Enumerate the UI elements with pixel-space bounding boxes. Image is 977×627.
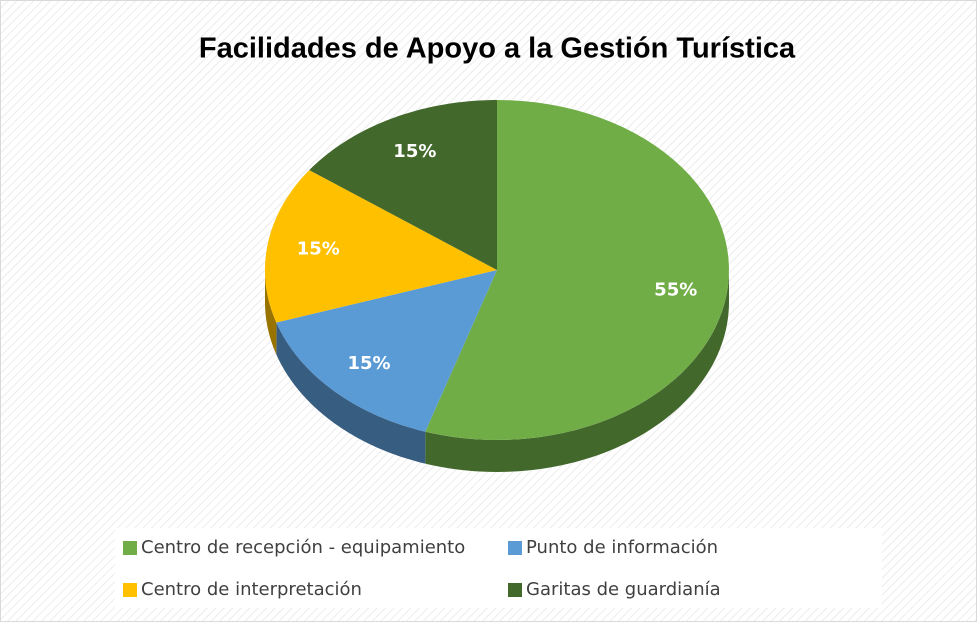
- slice: [276, 270, 497, 432]
- slice: [425, 100, 729, 440]
- legend-box: [115, 528, 882, 608]
- slice: [265, 170, 497, 323]
- pie: 55% 15% 15% 15%: [265, 100, 729, 472]
- legend-swatch: [123, 541, 137, 555]
- legend-swatch: [123, 583, 137, 597]
- slice-side: [265, 270, 277, 355]
- slice-side: [276, 322, 426, 464]
- value-label: 55%: [654, 280, 697, 301]
- legend-label: Garitas de guardianía: [526, 579, 721, 600]
- legend: Centro de recepción - equipamiento Punto …: [123, 537, 721, 600]
- legend-swatch: [508, 541, 522, 555]
- slice-side: [425, 270, 729, 472]
- legend-label: Centro de recepción - equipamiento: [141, 537, 465, 558]
- value-label: 15%: [393, 141, 436, 162]
- legend-label: Centro de interpretación: [141, 579, 362, 600]
- value-label: 15%: [297, 238, 340, 259]
- slice: [309, 100, 497, 270]
- value-label: 15%: [347, 353, 390, 374]
- legend-label: Punto de información: [526, 537, 718, 558]
- chart-title: Facilidades de Apoyo a la Gestión Turíst…: [199, 33, 796, 65]
- legend-swatch: [508, 583, 522, 597]
